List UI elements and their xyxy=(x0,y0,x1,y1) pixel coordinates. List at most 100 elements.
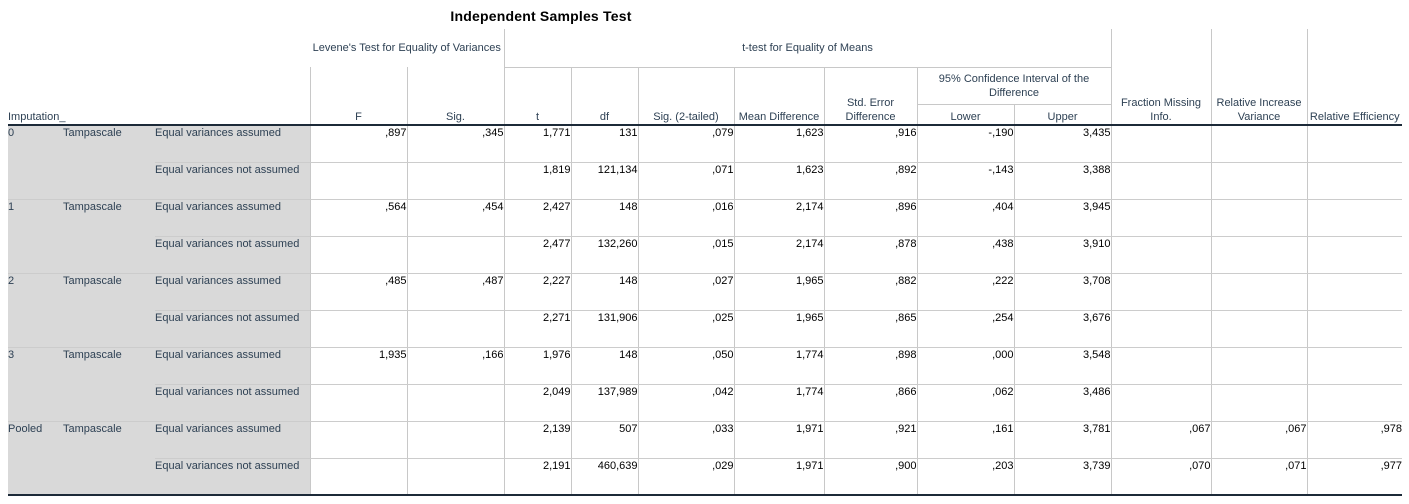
cell-value: ,067 xyxy=(1210,421,1307,459)
cell-value: 121,134 xyxy=(570,162,638,200)
column-header-t: t xyxy=(503,67,571,126)
cell-value: 3,781 xyxy=(1013,421,1111,459)
cell-value: ,079 xyxy=(637,125,734,163)
cell-value: 148 xyxy=(570,273,638,311)
cell-value: 2,227 xyxy=(503,273,571,311)
cell-value: 1,976 xyxy=(503,347,571,385)
cell-assumption: Equal variances assumed xyxy=(155,347,310,385)
cell-value: 1,771 xyxy=(503,125,571,163)
cell-value xyxy=(1306,199,1402,237)
cell-value xyxy=(1210,347,1307,385)
cell-value: 2,427 xyxy=(503,199,571,237)
cell-value xyxy=(1110,125,1211,163)
table-row: Equal variances not assumed 1,819 121,134,… xyxy=(8,162,1402,200)
cell-value xyxy=(309,162,407,200)
column-header-lower: Lower xyxy=(916,104,1014,126)
cell-imputation: Pooled xyxy=(8,421,63,496)
cell-value: ,404 xyxy=(916,199,1014,237)
cell-value: ,454 xyxy=(406,199,504,237)
cell-value: ,916 xyxy=(823,125,917,163)
cell-value: 2,049 xyxy=(503,384,571,422)
cell-imputation: 0 xyxy=(8,125,63,200)
cell-value: 131,906 xyxy=(570,310,638,348)
cell-value: 1,774 xyxy=(733,384,824,422)
cell-value: ,166 xyxy=(406,347,504,385)
column-header-relative-efficiency: Relative Efficiency xyxy=(1306,29,1402,126)
cell-value: ,896 xyxy=(823,199,917,237)
cell-value xyxy=(1110,310,1211,348)
cell-assumption: Equal variances assumed xyxy=(155,421,310,459)
table-title: Independent Samples Test xyxy=(450,8,632,24)
cell-value xyxy=(309,458,407,496)
cell-value xyxy=(1110,199,1211,237)
cell-value: 507 xyxy=(570,421,638,459)
cell-value: 3,435 xyxy=(1013,125,1111,163)
cell-value: -,190 xyxy=(916,125,1014,163)
cell-value: ,878 xyxy=(823,236,917,274)
column-header-f: F xyxy=(309,67,407,126)
cell-value xyxy=(1306,347,1402,385)
cell-value: ,015 xyxy=(637,236,734,274)
cell-value: ,865 xyxy=(823,310,917,348)
cell-value: ,254 xyxy=(916,310,1014,348)
cell-value: ,070 xyxy=(1110,458,1211,496)
cell-value: 1,819 xyxy=(503,162,571,200)
cell-value xyxy=(309,384,407,422)
cell-assumption: Equal variances assumed xyxy=(155,125,310,163)
cell-imputation: 3 xyxy=(8,347,63,422)
cell-value xyxy=(1210,384,1307,422)
cell-value: 2,139 xyxy=(503,421,571,459)
table-row: 2 Tampascale Equal variances assumed ,485,4… xyxy=(8,273,1402,348)
cell-value: ,203 xyxy=(916,458,1014,496)
cell-value: 1,971 xyxy=(733,421,824,459)
table-row: Equal variances not assumed 2,191 460,639,… xyxy=(8,458,1402,496)
cell-imputation: 2 xyxy=(8,273,63,348)
cell-value: ,025 xyxy=(637,310,734,348)
cell-value: ,050 xyxy=(637,347,734,385)
cell-value: ,027 xyxy=(637,273,734,311)
table-row: 0 Tampascale Equal variances assumed ,897,3… xyxy=(8,125,1402,200)
cell-value: ,485 xyxy=(309,273,407,311)
cell-value: 1,774 xyxy=(733,347,824,385)
cell-value xyxy=(1210,273,1307,311)
column-header-df: df xyxy=(570,67,638,126)
cell-value xyxy=(406,384,504,422)
cell-assumption: Equal variances assumed xyxy=(155,199,310,237)
table-row: Equal variances not assumed 2,271 131,906,… xyxy=(8,310,1402,348)
cell-assumption: Equal variances not assumed xyxy=(155,236,310,274)
table-row: Pooled Tampascale Equal variances assumed 2… xyxy=(8,421,1402,496)
column-header-std-error-difference: Std. Error Difference xyxy=(823,67,917,126)
column-header-sig-2-tailed: Sig. (2-tailed) xyxy=(637,67,734,126)
cell-value xyxy=(406,458,504,496)
cell-value: 1,965 xyxy=(733,310,824,348)
cell-value: 1,965 xyxy=(733,273,824,311)
cell-value: ,866 xyxy=(823,384,917,422)
table-row: Equal variances not assumed 2,477 132,260,… xyxy=(8,236,1402,274)
cell-assumption: Equal variances not assumed xyxy=(155,310,310,348)
cell-value: ,897 xyxy=(309,125,407,163)
independent-samples-table: Imputation_ Levene's Test for Equality o… xyxy=(8,29,1402,496)
cell-assumption: Equal variances not assumed xyxy=(155,458,310,496)
cell-value: ,977 xyxy=(1306,458,1402,496)
cell-value: ,222 xyxy=(916,273,1014,311)
cell-value: ,071 xyxy=(637,162,734,200)
column-header-mean-difference: Mean Difference xyxy=(733,67,824,126)
cell-value: ,898 xyxy=(823,347,917,385)
cell-value xyxy=(309,236,407,274)
cell-value xyxy=(406,162,504,200)
cell-value: 3,708 xyxy=(1013,273,1111,311)
cell-variable: Tampascale xyxy=(63,125,155,200)
cell-value: 2,191 xyxy=(503,458,571,496)
column-header-fraction-missing-info: Fraction Missing Info. xyxy=(1110,29,1211,126)
cell-value xyxy=(1210,162,1307,200)
cell-value xyxy=(1110,347,1211,385)
cell-assumption: Equal variances not assumed xyxy=(155,384,310,422)
cell-variable: Tampascale xyxy=(63,421,155,496)
cell-value: ,033 xyxy=(637,421,734,459)
cell-value xyxy=(1210,236,1307,274)
cell-value: ,892 xyxy=(823,162,917,200)
cell-value: ,921 xyxy=(823,421,917,459)
cell-value: ,978 xyxy=(1306,421,1402,459)
cell-value: ,062 xyxy=(916,384,1014,422)
